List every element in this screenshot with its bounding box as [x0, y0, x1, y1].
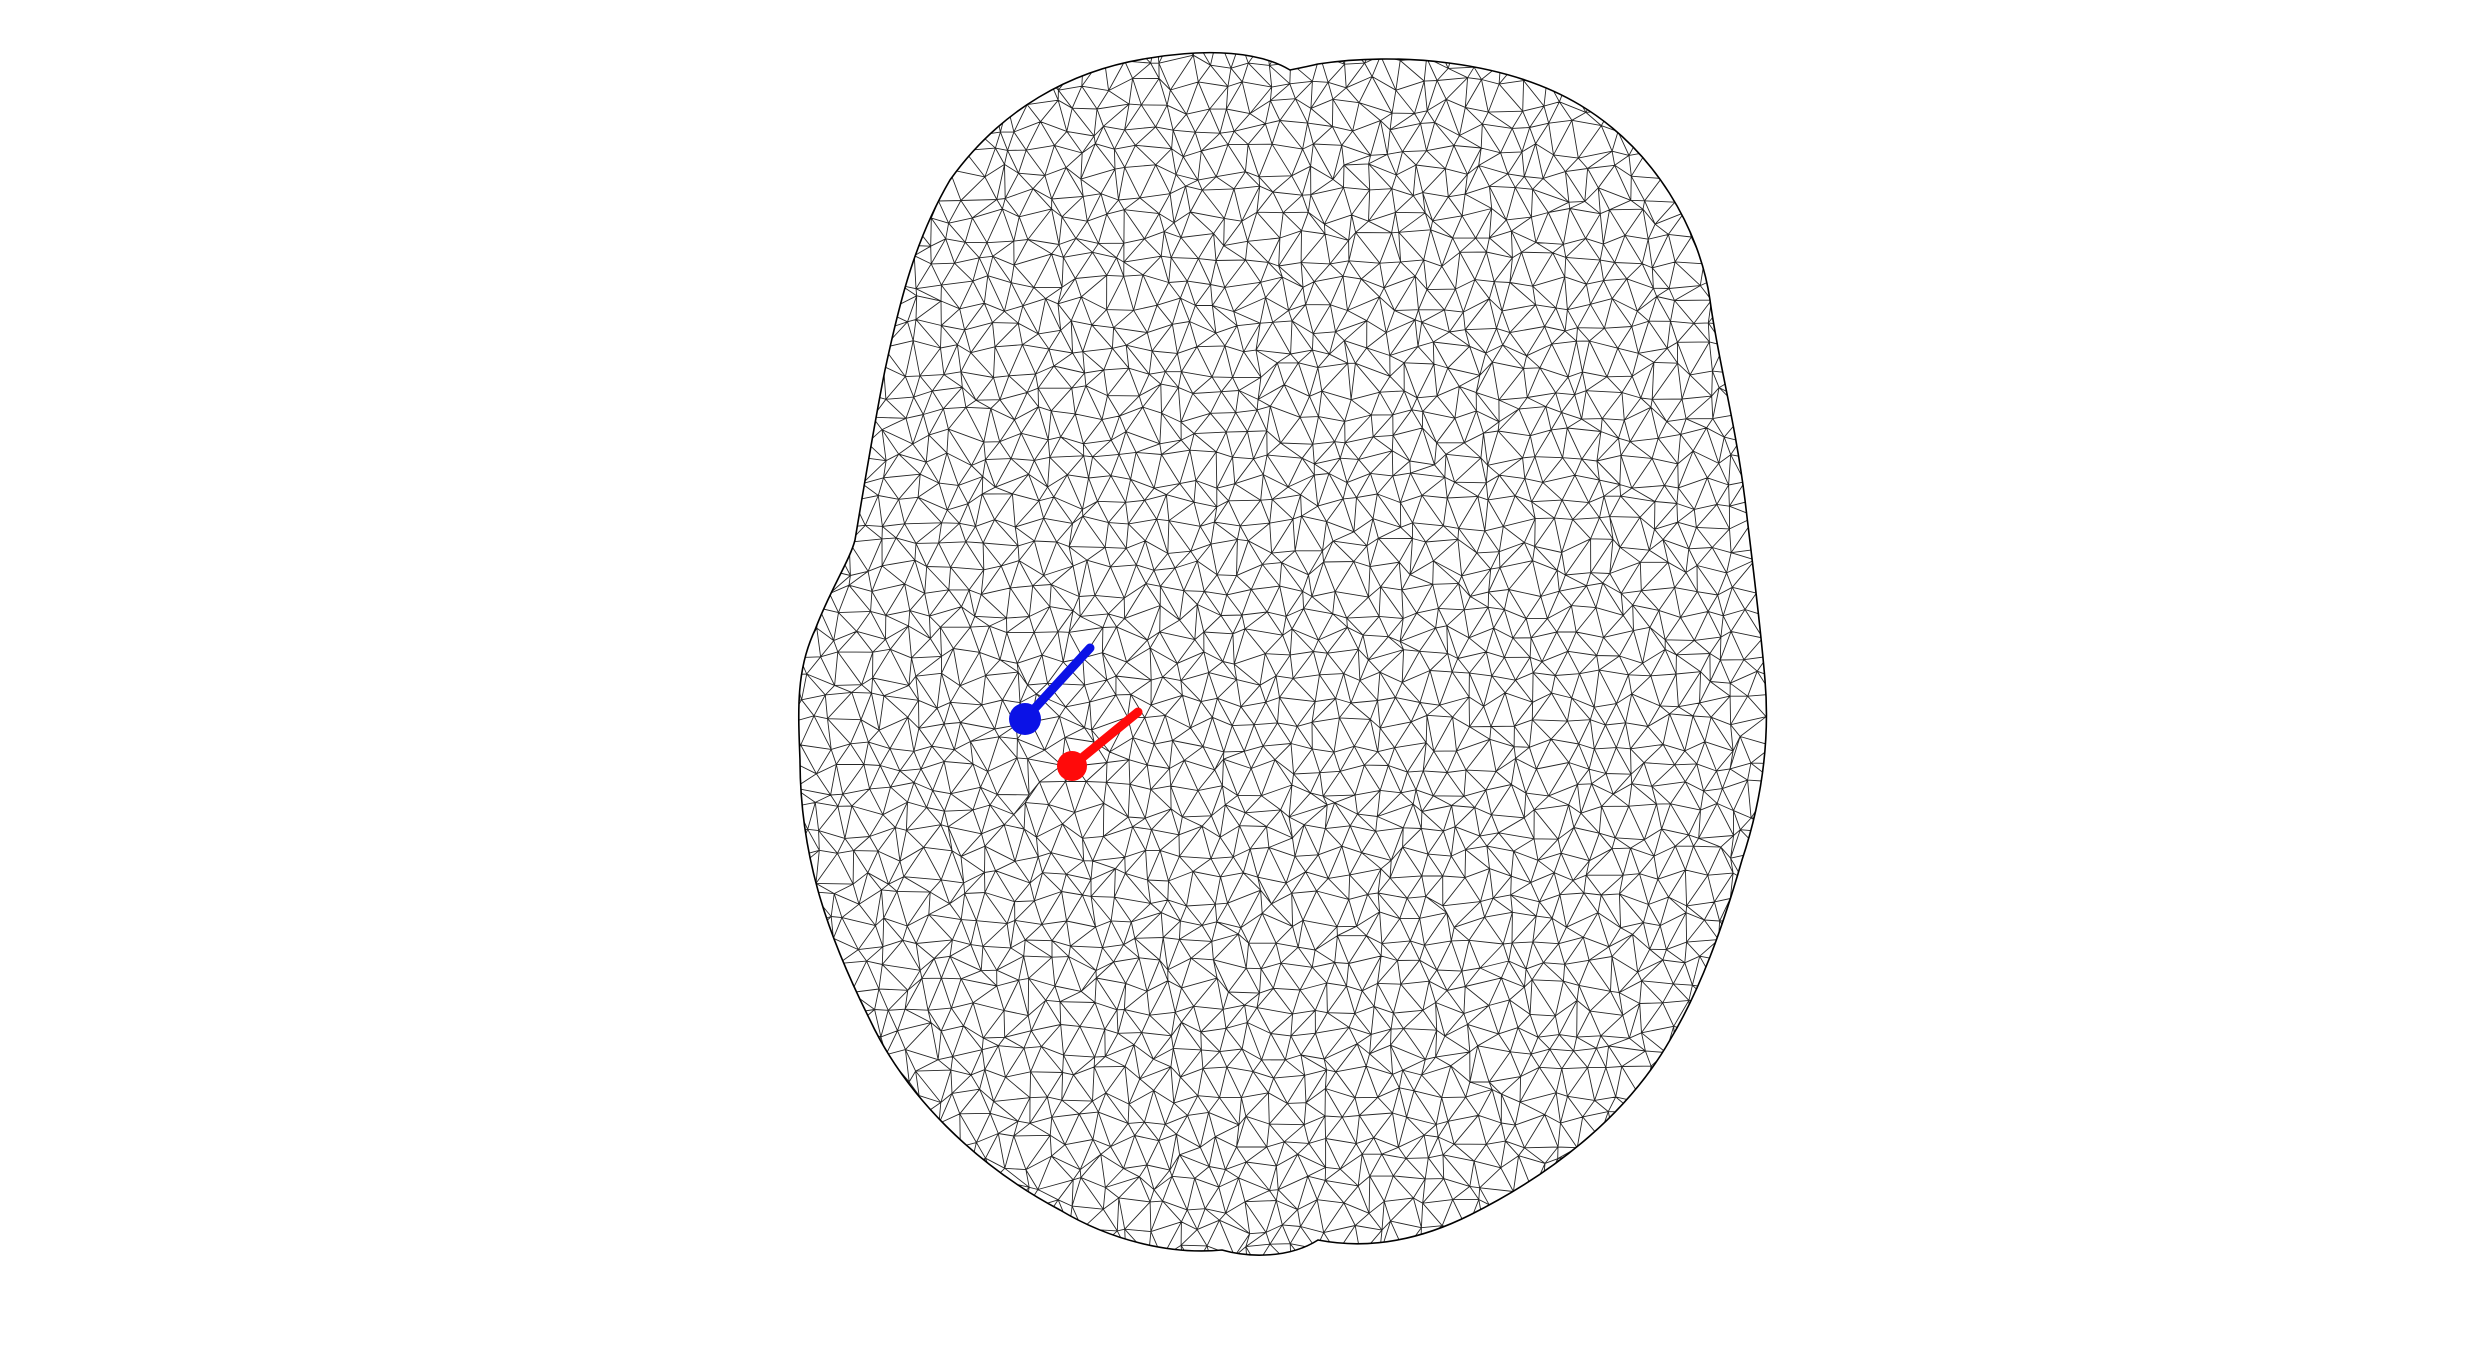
- dipole-red-location: [1057, 751, 1087, 781]
- dipole-blue-orientation: [1020, 643, 1095, 724]
- mesh-edges: [798, 52, 1767, 1256]
- dipole-marker-blue[interactable]: [1009, 643, 1095, 735]
- dipole-marker-red[interactable]: [1057, 707, 1143, 781]
- dipole-blue-location: [1009, 703, 1041, 735]
- wireframe-mesh: [798, 52, 1767, 1256]
- head-outline: [797, 51, 1768, 1256]
